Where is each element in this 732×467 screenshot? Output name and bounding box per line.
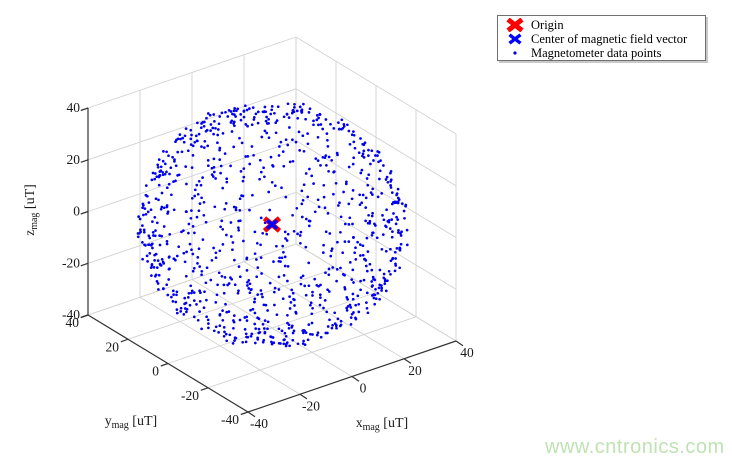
legend-label: Origin bbox=[531, 18, 564, 32]
x-axis-label: xmag [uT] bbox=[356, 415, 408, 433]
legend-marker bbox=[498, 18, 531, 32]
field-center-legend-icon bbox=[507, 33, 522, 45]
z-tick-label: 40 bbox=[67, 100, 81, 115]
data-point-legend-icon bbox=[512, 51, 517, 55]
origin-legend-icon bbox=[505, 18, 524, 32]
legend-item: Magnetometer data points bbox=[498, 46, 705, 60]
x-tick-label: -20 bbox=[302, 398, 320, 413]
y-axis-label: ymag [uT] bbox=[105, 413, 157, 431]
y-tick-label: 20 bbox=[106, 339, 120, 354]
legend-label: Center of magnetic field vector bbox=[531, 32, 688, 46]
axis-lines bbox=[80, 107, 464, 418]
x-tick-label: 0 bbox=[360, 381, 367, 396]
legend-item: Origin bbox=[498, 18, 705, 32]
z-tick-label: 0 bbox=[73, 204, 80, 219]
z-axis-label: zmag [uT] bbox=[22, 184, 40, 236]
legend-marker bbox=[498, 46, 531, 60]
tick-labels: -40 -40 -40 -20 -20 -20 0 0 0 20 20 20 40 40 40 bbox=[62, 100, 474, 431]
y-tick-label: 0 bbox=[152, 364, 159, 379]
legend: Origin Center of magnetic field vector Mag… bbox=[497, 15, 706, 61]
z-tick-label: -40 bbox=[62, 307, 80, 322]
legend-marker bbox=[498, 32, 531, 46]
x-tick-label: 20 bbox=[408, 363, 422, 378]
z-tick-label: -20 bbox=[62, 255, 80, 270]
magnetometer-points bbox=[136, 102, 409, 348]
z-tick-label: 20 bbox=[67, 152, 81, 167]
y-tick-label: 40 bbox=[66, 315, 80, 330]
y-tick-label: -20 bbox=[181, 388, 199, 403]
watermark: www.cntronics.com bbox=[545, 436, 725, 458]
legend-label: Magnetometer data points bbox=[531, 46, 662, 60]
field-center-marker bbox=[265, 218, 279, 231]
x-tick-label: 40 bbox=[460, 345, 474, 360]
y-tick-label: -40 bbox=[221, 412, 239, 427]
x-tick-label: -40 bbox=[250, 416, 268, 431]
legend-item: Center of magnetic field vector bbox=[498, 32, 705, 46]
